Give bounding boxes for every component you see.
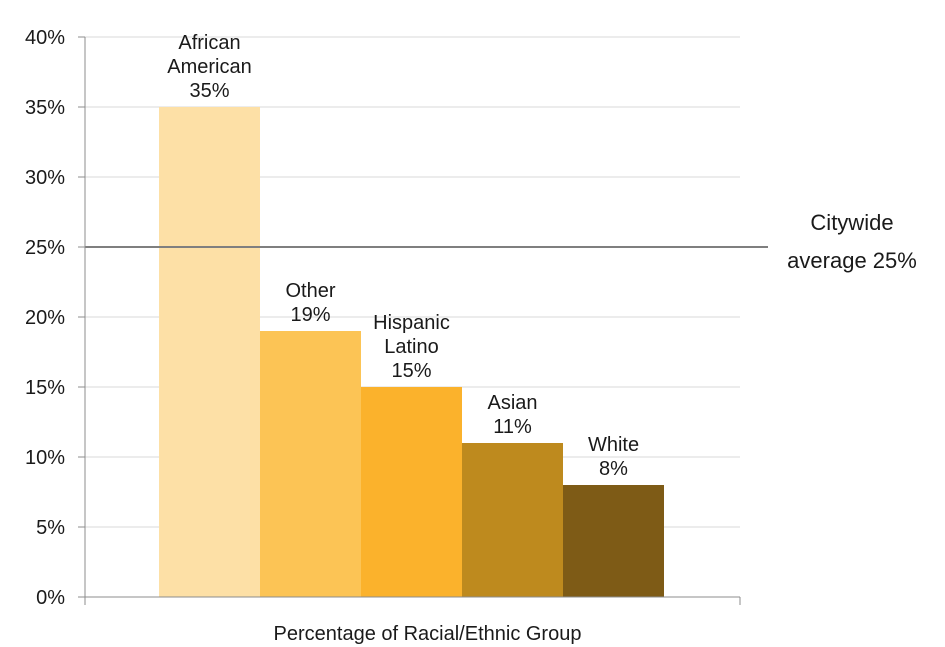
bar-category-label: Latino: [384, 336, 439, 358]
y-tick-label: 40%: [25, 27, 65, 49]
y-tick-label: 0%: [36, 587, 65, 609]
bar: [361, 387, 462, 597]
bar-value-label: 35%: [189, 80, 229, 102]
y-tick-label: 30%: [25, 167, 65, 189]
bar-value-label: 8%: [599, 458, 628, 480]
y-tick-label: 10%: [25, 447, 65, 469]
y-tick-label: 20%: [25, 307, 65, 329]
bar-value-label: 19%: [290, 304, 330, 326]
x-axis-title: Percentage of Racial/Ethnic Group: [274, 623, 582, 645]
bar: [563, 485, 664, 597]
bar-category-label: Asian: [487, 392, 537, 414]
bar-category-label: Hispanic: [373, 312, 450, 334]
y-tick-label: 15%: [25, 377, 65, 399]
bar: [260, 331, 361, 597]
bar-value-label: 11%: [493, 416, 532, 438]
bar-category-label: American: [167, 56, 251, 78]
bar-category-label: White: [588, 434, 639, 456]
bar-category-label: African: [178, 32, 240, 54]
reference-line-group: Citywide average 25%: [85, 210, 917, 273]
citywide-average-label: Citywide: [810, 210, 893, 235]
citywide-average-label: average 25%: [787, 248, 917, 273]
y-tick-label: 5%: [36, 517, 65, 539]
y-tick-label: 35%: [25, 97, 65, 119]
bar-category-label: Other: [285, 280, 335, 302]
bar-value-label: 15%: [391, 360, 431, 382]
bar: [462, 443, 563, 597]
bar: [159, 107, 260, 597]
axes: 0% 5% 10% 15% 20% 25% 30% 35% 40%: [25, 27, 741, 609]
bars: [159, 107, 664, 597]
y-tick-label: 25%: [25, 237, 65, 259]
